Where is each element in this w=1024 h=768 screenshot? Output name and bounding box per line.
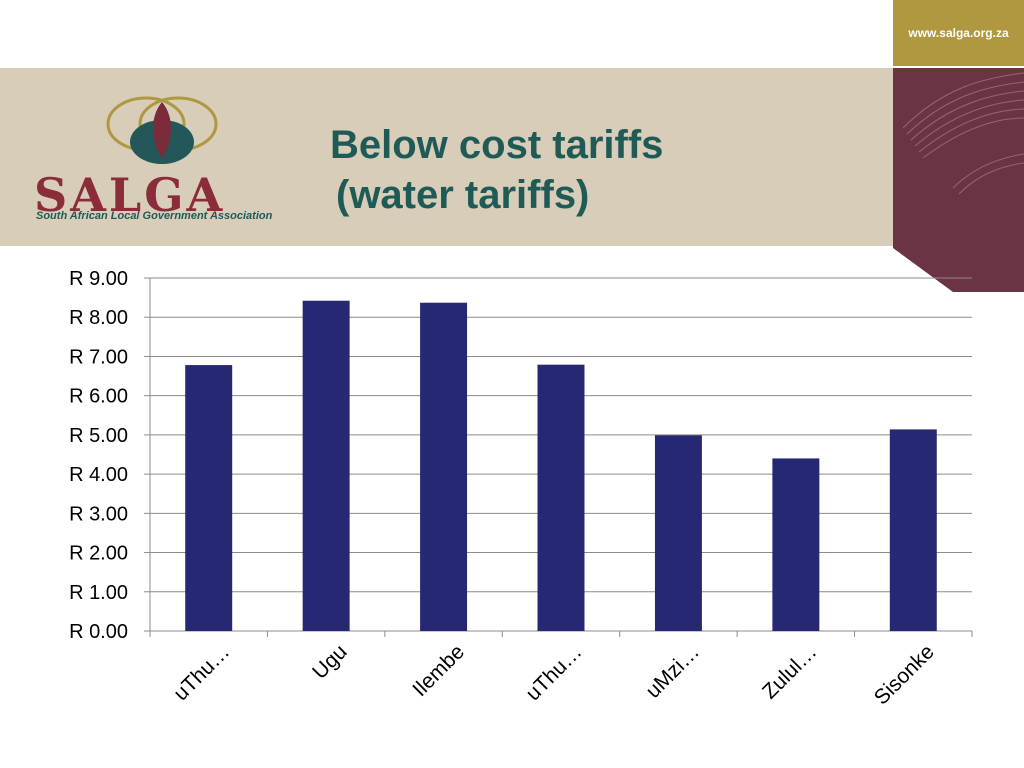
slide-title: Below cost tariffs (water tariffs) — [330, 120, 663, 220]
logo-subtitle: South African Local Government Associati… — [36, 210, 273, 222]
x-tick-label: Zulul… — [758, 640, 821, 703]
y-tick-label: R 8.00 — [69, 307, 128, 329]
bar — [302, 300, 350, 631]
bar — [772, 458, 820, 631]
x-tick-label: uThu… — [522, 640, 587, 705]
bar — [185, 365, 233, 631]
title-line-1: Below cost tariffs — [330, 123, 664, 167]
bar — [420, 302, 468, 631]
decorative-corner — [893, 68, 1024, 292]
y-tick-label: R 2.00 — [69, 543, 128, 565]
bar — [654, 435, 702, 631]
y-tick-label: R 6.00 — [69, 386, 128, 408]
y-tick-label: R 0.00 — [69, 621, 128, 643]
logo-wordmark: SALGA — [34, 168, 226, 222]
bar — [537, 364, 585, 631]
x-tick-label: uMzi… — [641, 640, 703, 702]
y-tick-label: R 7.00 — [69, 346, 128, 368]
y-tick-label: R 4.00 — [69, 464, 128, 486]
website-url[interactable]: www.salga.org.za — [893, 0, 1024, 66]
y-tick-label: R 3.00 — [69, 503, 128, 525]
x-tick-label: Sisonke — [870, 640, 939, 709]
bar-chart: R 0.00 R 1.00 R 2.00 R 3.00 R 4.00 R 5.00 R 6.… — [69, 268, 973, 709]
y-tick-label: R 9.00 — [69, 268, 128, 290]
bar — [889, 429, 937, 631]
x-tick-label: Ugu — [308, 640, 352, 684]
x-tick-label: Ilembe — [408, 640, 469, 701]
y-tick-label: R 1.00 — [69, 582, 128, 604]
y-tick-label: R 5.00 — [69, 425, 128, 447]
x-tick-label: uThu… — [169, 640, 234, 705]
title-line-2: (water tariffs) — [336, 173, 590, 217]
salga-logo: SALGA South African Local Government Ass… — [28, 88, 298, 228]
